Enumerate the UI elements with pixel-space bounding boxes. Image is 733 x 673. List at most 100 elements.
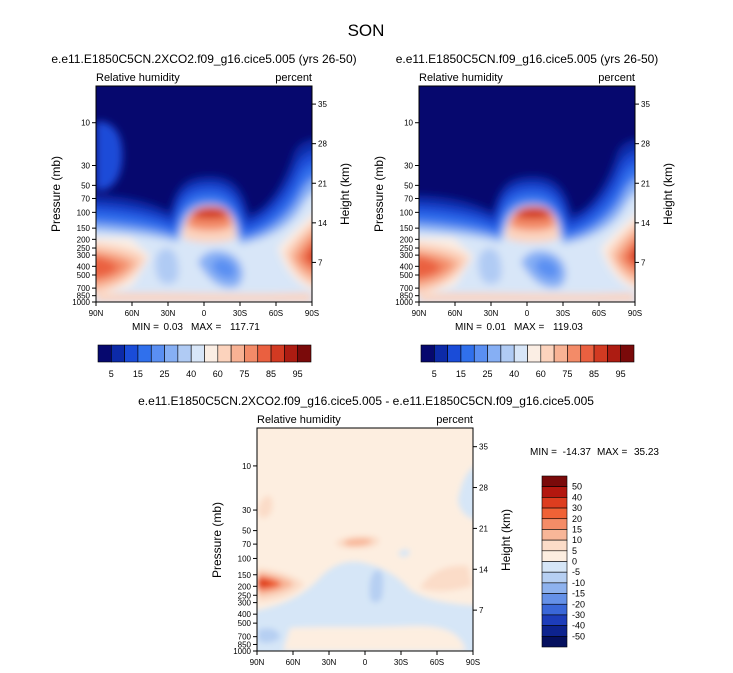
x-tick-label: 90S: [628, 309, 642, 318]
contour-band: [619, 236, 635, 273]
colorbar-swatch: [164, 344, 179, 363]
x-tick-label: 30N: [161, 309, 176, 318]
colorbar-label: 95: [293, 369, 303, 379]
colorbar-label: 50: [572, 482, 582, 492]
y-tick-label: 10: [242, 462, 251, 471]
variable-label: Relative humidity: [96, 72, 180, 84]
colorbar-label: 75: [562, 369, 572, 379]
y-right-tick-label: 28: [318, 140, 327, 149]
colorbar-swatch: [244, 344, 259, 363]
y-right-tick-label: 7: [641, 258, 646, 267]
contour-band: [258, 628, 280, 643]
y-tick-label: 850: [77, 292, 91, 301]
colorbar-label: 75: [239, 369, 249, 379]
contour-band: [212, 258, 236, 279]
x-tick-label: 60S: [592, 309, 606, 318]
y-tick-label: 300: [77, 251, 91, 260]
units-label: percent: [598, 72, 635, 84]
x-tick-label: 90N: [412, 309, 427, 318]
colorbar-label: 60: [213, 369, 223, 379]
colorbar-swatch: [97, 344, 112, 363]
x-tick-label: 90S: [305, 309, 319, 318]
colorbar-label: 25: [160, 369, 170, 379]
y-tick-label: 70: [81, 194, 90, 203]
y-tick-label: 30: [81, 161, 90, 170]
colorbar-label: 60: [536, 369, 546, 379]
y-tick-label: 70: [404, 194, 413, 203]
contour-field: [257, 428, 473, 651]
contour-band: [96, 293, 312, 302]
max-value: 35.23: [634, 447, 659, 458]
y-right-tick-label: 14: [479, 565, 488, 574]
contour-band: [398, 549, 410, 557]
y-right-tick-label: 14: [318, 219, 327, 228]
colorbar-swatch: [297, 344, 312, 363]
max-label: MAX =: [597, 447, 627, 458]
y-axis-label: Pressure (mb): [372, 156, 386, 232]
y-tick-label: 700: [77, 284, 91, 293]
y-tick-label: 100: [238, 554, 252, 563]
y-tick-label: 700: [400, 284, 414, 293]
colorbar-label: 20: [572, 514, 582, 524]
contour-band: [309, 251, 312, 261]
colorbar-label: 5: [572, 546, 577, 556]
x-tick-label: 30N: [322, 658, 337, 667]
y-tick-label: 250: [238, 591, 252, 600]
x-tick-label: 30S: [556, 309, 570, 318]
colorbar-label: 15: [572, 524, 582, 534]
colorbar-swatch: [137, 344, 152, 363]
y-tick-label: 500: [400, 271, 414, 280]
colorbar-swatch: [541, 518, 568, 530]
contour-band: [419, 256, 441, 278]
panel-top-left: e.e11.E1850C5CN.2XCO2.f09_g16.cice5.005 …: [49, 52, 357, 379]
colorbar-swatch: [541, 571, 568, 584]
colorbar-swatch: [204, 344, 219, 363]
y-tick-label: 700: [238, 633, 252, 642]
colorbar-swatch: [541, 507, 568, 520]
y-axis-right: 35 28 21 14 7: [312, 100, 327, 267]
x-axis: 90N 60N 30N 0 30S 60S 90S: [250, 651, 480, 667]
x-tick-label: 0: [202, 309, 207, 318]
x-tick-label: 90S: [466, 658, 480, 667]
y-tick-label: 850: [238, 640, 252, 649]
y-tick-label: 500: [77, 271, 91, 280]
y-axis-right-label: Height (km): [661, 163, 675, 225]
panel-title: e.e11.E1850C5CN.2XCO2.f09_g16.cice5.005 …: [138, 394, 594, 408]
panel-title: e.e11.E1850C5CN.f09_g16.cice5.005 (yrs 2…: [396, 52, 659, 66]
x-tick-label: 0: [525, 309, 530, 318]
y-right-tick-label: 21: [641, 179, 650, 188]
y-right-tick-label: 14: [641, 219, 650, 228]
units-label: percent: [436, 414, 473, 426]
contour-field: [96, 86, 312, 302]
y-tick-label: 1000: [72, 298, 90, 307]
contour-band: [420, 565, 472, 592]
colorbar-swatch: [420, 344, 435, 363]
x-tick-label: 60S: [269, 309, 283, 318]
colorbar-label: -40: [572, 621, 585, 631]
colorbar-swatch: [567, 344, 582, 363]
contour-band: [96, 193, 312, 302]
x-tick-label: 60S: [430, 658, 444, 667]
y-tick-label: 50: [404, 181, 413, 190]
colorbar-swatch: [257, 344, 272, 363]
x-axis: 90N 60N 30N 0 30S 60S 90S: [89, 302, 319, 318]
colorbar-swatch: [593, 344, 608, 363]
y-tick-label: 10: [81, 119, 90, 128]
y-axis-right-label: Height (km): [338, 163, 352, 225]
contour-band: [192, 208, 228, 219]
contour-band: [258, 495, 273, 518]
colorbar-swatch: [620, 344, 635, 363]
variable-label: Relative humidity: [257, 414, 341, 426]
colorbar-swatch: [541, 486, 568, 498]
colorbar-swatch: [541, 603, 568, 616]
contour-band: [296, 236, 312, 273]
contour-band: [344, 538, 372, 546]
x-tick-label: 60N: [125, 309, 140, 318]
min-label: MIN =: [455, 322, 482, 333]
colorbar-swatch: [500, 344, 515, 363]
y-tick-label: 200: [238, 582, 252, 591]
units-label: percent: [275, 72, 312, 84]
y-axis-right: 35 28 21 14 7: [473, 443, 488, 615]
